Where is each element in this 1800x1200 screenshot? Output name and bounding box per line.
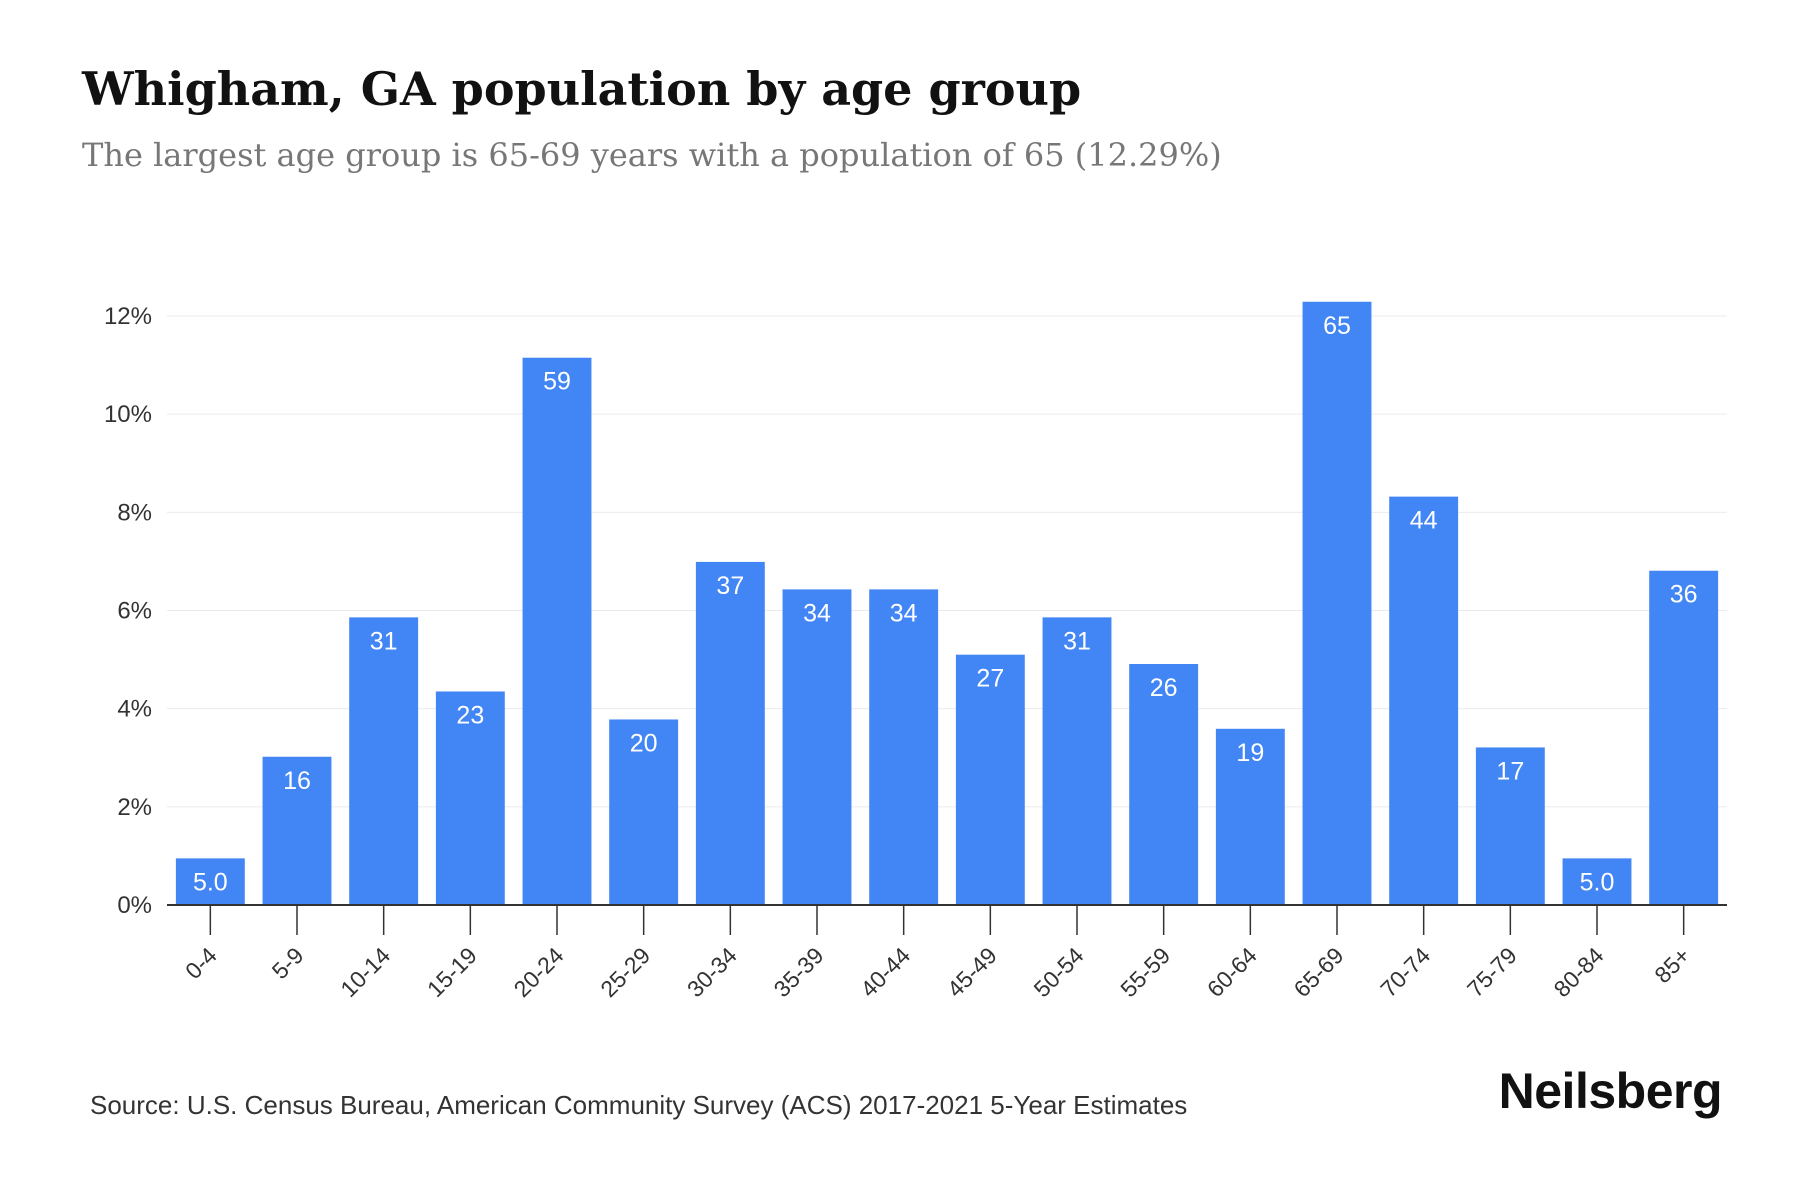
bar xyxy=(1649,570,1719,905)
bar-value-label: 19 xyxy=(1236,739,1264,767)
x-tick-label: 65-69 xyxy=(1289,942,1349,1002)
bar xyxy=(1475,747,1545,905)
bar xyxy=(1562,858,1632,905)
x-tick-label: 20-24 xyxy=(509,942,569,1002)
y-tick-label: 10% xyxy=(104,401,152,428)
x-tick-label: 40-44 xyxy=(855,942,915,1002)
bar-value-label: 26 xyxy=(1150,674,1178,702)
x-tick-label: 70-74 xyxy=(1375,942,1435,1002)
bar-value-label: 34 xyxy=(803,599,831,627)
bar xyxy=(349,617,419,905)
x-tick-label: 25-29 xyxy=(595,942,655,1002)
y-tick-label: 0% xyxy=(117,892,152,919)
x-tick-label: 5-9 xyxy=(267,942,309,984)
bar xyxy=(1215,728,1285,905)
bar-value-label: 34 xyxy=(890,599,918,627)
chart-subtitle: The largest age group is 65-69 years wit… xyxy=(82,136,1222,174)
bar xyxy=(435,691,505,905)
x-tick-label: 85+ xyxy=(1649,942,1695,988)
bar-chart: 5.0 16 31 23 59 20 37 34 34 27 31 26 19 65 44 17 5.0 36 0… xyxy=(104,301,1727,1002)
y-tick-label: 2% xyxy=(117,794,152,821)
brand-logo: Neilsberg xyxy=(1498,1063,1723,1119)
bar-value-label: 5.0 xyxy=(193,868,228,896)
x-tick-label: 35-39 xyxy=(769,942,829,1002)
x-tick-label: 75-79 xyxy=(1462,942,1522,1002)
bar xyxy=(1302,301,1372,905)
bar-value-label: 20 xyxy=(630,729,658,757)
bar xyxy=(1389,496,1459,905)
y-tick-label: 8% xyxy=(117,499,152,526)
bar-value-label: 17 xyxy=(1496,757,1524,785)
x-tick-label: 80-84 xyxy=(1549,942,1609,1002)
y-tick-label: 6% xyxy=(117,598,152,625)
x-tick-label: 60-64 xyxy=(1202,942,1262,1002)
bar-value-label: 5.0 xyxy=(1580,868,1615,896)
bar-value-label: 23 xyxy=(456,701,484,729)
bar-value-label: 65 xyxy=(1323,312,1351,340)
bar-value-label: 59 xyxy=(543,368,571,396)
bar xyxy=(695,561,765,905)
x-tick-label: 30-34 xyxy=(682,942,742,1002)
chart-title: Whigham, GA population by age group xyxy=(82,62,1082,116)
x-tick-label: 0-4 xyxy=(180,942,222,984)
x-tick-label: 50-54 xyxy=(1029,942,1089,1002)
bar-value-label: 16 xyxy=(283,767,311,795)
grid-lines xyxy=(167,315,1727,808)
bar xyxy=(522,357,592,905)
bar-value-label: 36 xyxy=(1670,581,1698,609)
bar xyxy=(175,858,245,905)
x-tick-label: 45-49 xyxy=(942,942,1002,1002)
bar xyxy=(782,589,852,905)
bar-value-label: 37 xyxy=(716,572,744,600)
bar-value-label: 44 xyxy=(1410,507,1438,535)
bar xyxy=(609,719,679,905)
x-tick-label: 55-59 xyxy=(1115,942,1175,1002)
bar xyxy=(1129,664,1199,905)
x-tick-label: 10-14 xyxy=(335,942,395,1002)
bar xyxy=(262,756,332,905)
bar xyxy=(869,589,939,905)
bar xyxy=(1042,617,1112,905)
bar xyxy=(955,654,1025,905)
bars: 5.0 16 31 23 59 20 37 34 34 27 31 26 19 65 44 17 5.0 36 xyxy=(175,301,1719,905)
y-tick-label: 4% xyxy=(117,696,152,723)
bar-value-label: 31 xyxy=(1063,627,1091,655)
y-tick-label: 12% xyxy=(104,303,152,330)
bar-value-label: 27 xyxy=(976,665,1004,693)
source-note: Source: U.S. Census Bureau, American Com… xyxy=(90,1090,1188,1120)
bar-value-label: 31 xyxy=(370,627,398,655)
x-tick-label: 15-19 xyxy=(422,942,482,1002)
